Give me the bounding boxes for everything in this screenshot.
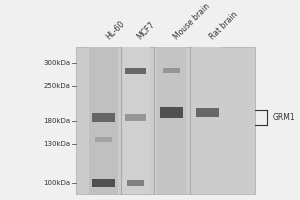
FancyBboxPatch shape — [76, 47, 255, 194]
Text: 130kDa: 130kDa — [44, 141, 70, 147]
FancyBboxPatch shape — [121, 47, 150, 194]
Text: 180kDa: 180kDa — [44, 118, 70, 124]
FancyBboxPatch shape — [125, 68, 146, 74]
FancyBboxPatch shape — [92, 179, 116, 187]
Text: 250kDa: 250kDa — [44, 83, 70, 89]
FancyBboxPatch shape — [157, 47, 186, 194]
FancyBboxPatch shape — [92, 113, 116, 122]
Text: HL-60: HL-60 — [104, 19, 126, 41]
FancyBboxPatch shape — [125, 114, 146, 121]
FancyBboxPatch shape — [193, 47, 222, 194]
FancyBboxPatch shape — [127, 180, 144, 186]
Text: MCF7: MCF7 — [136, 20, 157, 41]
FancyBboxPatch shape — [196, 108, 219, 117]
FancyBboxPatch shape — [89, 47, 118, 194]
Text: 300kDa: 300kDa — [44, 60, 70, 66]
Text: Mouse brain: Mouse brain — [172, 1, 211, 41]
FancyBboxPatch shape — [160, 107, 183, 118]
Text: 100kDa: 100kDa — [44, 180, 70, 186]
Text: GRM1: GRM1 — [273, 113, 295, 122]
Text: Rat brain: Rat brain — [208, 10, 239, 41]
FancyBboxPatch shape — [163, 68, 180, 73]
FancyBboxPatch shape — [95, 137, 112, 142]
